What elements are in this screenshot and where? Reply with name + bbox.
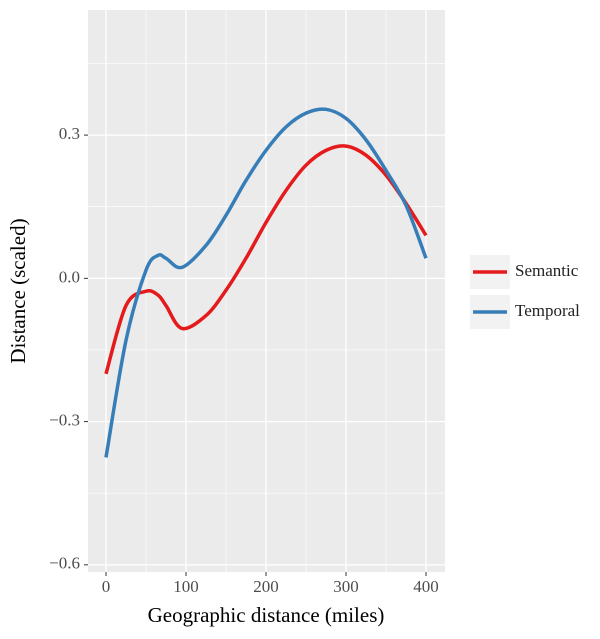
legend-label: Semantic bbox=[515, 261, 579, 280]
line bbox=[104, 144, 428, 375]
x-tick-label: 300 bbox=[333, 577, 359, 596]
x-tick-label: 100 bbox=[173, 577, 199, 596]
x-axis-title: Geographic distance (miles) bbox=[148, 603, 385, 627]
x-tick-label: 400 bbox=[413, 577, 439, 596]
y-tick-label: −0.6 bbox=[49, 554, 80, 573]
legend-label: Temporal bbox=[515, 301, 580, 320]
y-tick-label: 0.0 bbox=[59, 267, 80, 286]
line bbox=[104, 107, 428, 458]
y-axis-title: Distance (scaled) bbox=[6, 218, 30, 363]
x-tick-label: 0 bbox=[102, 577, 111, 596]
y-tick-label: 0.3 bbox=[59, 124, 80, 143]
x-tick-label: 200 bbox=[253, 577, 279, 596]
y-tick-label: −0.3 bbox=[49, 410, 80, 429]
